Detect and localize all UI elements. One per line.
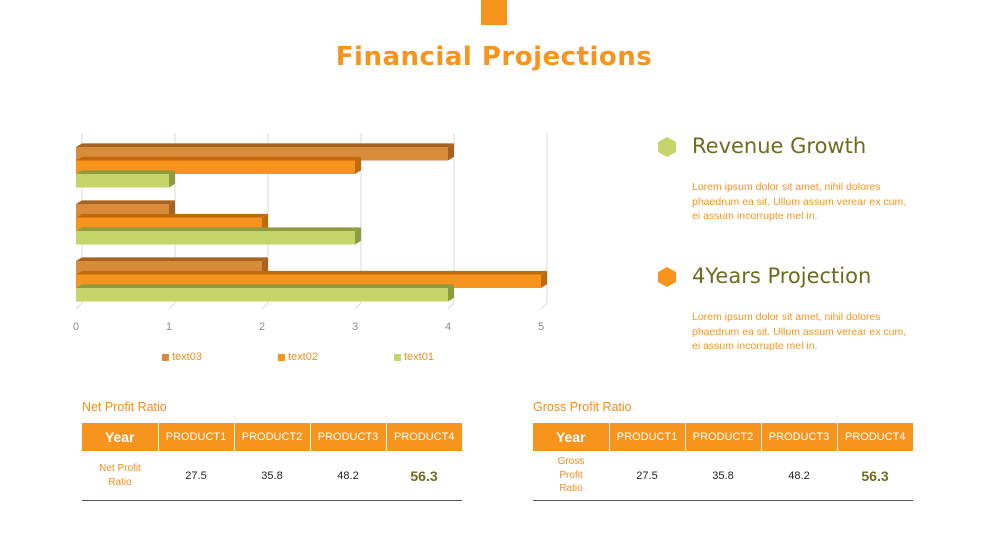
bar-side-face	[262, 257, 268, 275]
chart-legend: text03 text02 text01	[0, 351, 600, 367]
row-label: Gross Profit Ratio	[533, 451, 609, 501]
legend-item-text01: text01	[394, 351, 434, 363]
bar-top-face	[76, 227, 361, 231]
header-product4: PRODUCT4	[386, 423, 462, 451]
legend-swatch-text03	[162, 353, 169, 361]
cell-product1: 27.5	[158, 451, 234, 501]
x-tick-label: 5	[538, 321, 544, 333]
header-year: Year	[82, 423, 159, 451]
bar-side-face	[169, 200, 175, 218]
legend-swatch-text02	[278, 353, 285, 361]
table-header-row: Year PRODUCT1 PRODUCT2 PRODUCT3 PRODUCT4	[533, 423, 913, 451]
bar-side-face	[355, 227, 361, 245]
bar-top-face	[76, 257, 268, 261]
bar-top-face	[76, 270, 547, 275]
gridline-floor	[75, 302, 83, 310]
legend-label-text02: text02	[288, 351, 318, 363]
table-header-row: Year PRODUCT1 PRODUCT2 PRODUCT3 PRODUCT4	[82, 423, 462, 451]
bar-side-face	[355, 156, 361, 174]
bar-text01	[76, 174, 169, 188]
table-title-net-profit: Net Profit Ratio	[82, 400, 167, 414]
gridline-floor	[168, 302, 176, 310]
legend-label-text03: text03	[172, 351, 202, 363]
gridline-floor	[354, 302, 362, 310]
bar-chart: 0 1 2 3 4 5	[73, 133, 548, 333]
header-product2: PRODUCT2	[234, 423, 311, 451]
header-product2: PRODUCT2	[685, 423, 762, 451]
top-accent-tab	[481, 0, 507, 25]
header-product3: PRODUCT3	[761, 423, 838, 451]
header-product4: PRODUCT4	[837, 423, 913, 451]
header-product1: PRODUCT1	[609, 423, 686, 451]
bar-text01	[76, 231, 355, 245]
bar-side-face	[448, 284, 454, 302]
bar-side-face	[448, 143, 454, 161]
bar-top-face	[76, 156, 361, 161]
table-title-gross-profit: Gross Profit Ratio	[533, 400, 632, 414]
cell-product4: 56.3	[837, 451, 913, 501]
bar-side-face	[541, 270, 547, 288]
gridline-floor	[540, 302, 548, 310]
x-tick-label: 3	[352, 321, 358, 333]
bar-top-face	[76, 213, 268, 218]
legend-swatch-text01	[394, 353, 401, 361]
table-row: Gross Profit Ratio 27.5 35.8 48.2 56.3	[533, 451, 913, 501]
hexagon-icon	[656, 266, 678, 288]
row-label-text: Net Profit Ratio	[99, 463, 141, 488]
table-row: Net Profit Ratio 27.5 35.8 48.2 56.3	[82, 451, 462, 501]
section-body-4years-projection: Lorem ipsum dolor sit amet, nihil dolore…	[692, 311, 907, 352]
cell-product3: 48.2	[761, 451, 837, 501]
legend-label-text01: text01	[404, 351, 434, 363]
section-title-revenue-growth: Revenue Growth	[692, 134, 867, 158]
net-profit-table: Year PRODUCT1 PRODUCT2 PRODUCT3 PRODUCT4…	[82, 423, 462, 501]
gridline-floor	[447, 302, 455, 310]
row-label: Net Profit Ratio	[82, 451, 158, 501]
bar-side-face	[169, 170, 175, 188]
cell-product3: 48.2	[310, 451, 386, 501]
bar-top-face	[76, 143, 454, 147]
gridline-floor	[261, 302, 269, 310]
cell-product2: 35.8	[234, 451, 310, 501]
bar-top-face	[76, 200, 175, 204]
header-product1: PRODUCT1	[158, 423, 235, 451]
legend-item-text03: text03	[162, 351, 202, 363]
legend-item-text02: text02	[278, 351, 318, 363]
gross-profit-table: Year PRODUCT1 PRODUCT2 PRODUCT3 PRODUCT4…	[533, 423, 913, 501]
section-body-revenue-growth: Lorem ipsum dolor sit amet, nihil dolore…	[692, 181, 907, 222]
page-title: Financial Projections	[335, 42, 653, 72]
header-product3: PRODUCT3	[310, 423, 387, 451]
x-tick-label: 2	[259, 321, 265, 333]
hexagon-icon	[656, 136, 678, 158]
x-tick-label: 1	[166, 321, 172, 333]
cell-product2: 35.8	[685, 451, 761, 501]
row-label-text: Gross Profit Ratio	[557, 456, 585, 495]
x-tick-label: 0	[73, 321, 79, 333]
cell-product4: 56.3	[386, 451, 462, 501]
section-title-4years-projection: 4Years Projection	[692, 264, 872, 288]
bar-text01	[76, 288, 448, 302]
x-tick-label: 4	[445, 321, 451, 333]
bar-top-face	[76, 284, 454, 288]
header-year: Year	[533, 423, 610, 451]
cell-product1: 27.5	[609, 451, 685, 501]
bar-side-face	[262, 213, 268, 231]
bar-top-face	[76, 170, 175, 174]
